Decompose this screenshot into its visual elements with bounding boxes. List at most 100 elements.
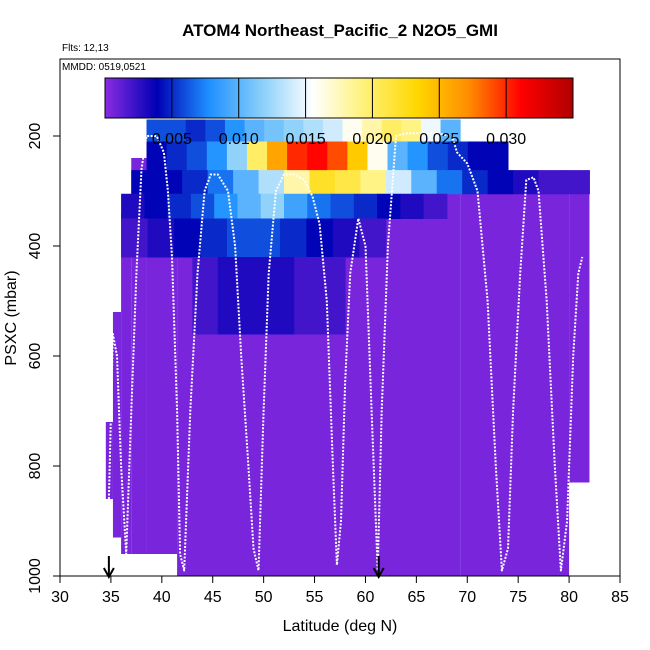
heatmap-cell [487,141,509,171]
heatmap-cell [385,170,412,195]
heatmap-cell [401,119,422,142]
flight-track-layer [107,132,584,572]
heatmap-cell [400,193,425,219]
heatmap-cell [246,141,268,171]
heatmap-cell [186,141,208,171]
y-tick-label: 200 [27,123,44,150]
heatmap-cell [334,170,361,195]
coverage-column [508,171,570,576]
mmdd-label: MMDD: 0519,0521 [62,62,146,73]
colorbar-rect [104,77,574,119]
x-axis: 30 35 40 45 50 55 60 65 70 75 80 85 [51,575,629,606]
heatmap-cell [367,141,389,171]
heatmap-cell [447,141,469,171]
heatmap-cell [564,170,590,195]
x-tick-label: 80 [560,589,578,606]
colorbar-tick-label: 0.010 [219,131,259,148]
heatmap-cell [423,193,448,219]
colorbar: 0.005 0.010 0.015 0.020 0.025 0.030 [104,77,574,148]
heatmap-cell [487,170,514,195]
heatmap-cell [268,257,295,335]
heatmap-cell [224,119,246,142]
coverage-column [460,141,508,576]
heatmap-cell [427,141,449,171]
heatmap-cell [121,218,149,258]
heatmap-cell [253,218,281,258]
heatmap-cell [440,119,461,142]
heatmap-cell [436,170,463,195]
heatmap-cell [411,170,438,195]
heatmap-cell [319,257,346,335]
heatmap-cell [185,119,206,142]
heatmap-cell [303,119,324,142]
y-axis-label: PSXC (mbar) [3,270,20,365]
y-tick-label: 1000 [27,558,44,594]
chart-title: ATOM4 Northeast_Pacific_2 N2O5_GMI [182,21,498,40]
heatmap-cell [217,257,244,335]
heatmap-cell [359,218,387,258]
y-tick-label: 800 [27,453,44,480]
heatmap-cell [166,141,188,171]
heatmap-cell [330,193,355,219]
colorbar-tick-label: 0.015 [286,131,326,148]
heatmap-cell [206,141,228,171]
x-tick-label: 85 [611,589,629,606]
coverage-column [121,213,132,554]
heatmap-cell [284,193,308,219]
colorbar-tick-label: 0.030 [486,131,526,148]
x-tick-label: 30 [51,589,69,606]
heatmap-cell [156,170,183,195]
x-tick-label: 55 [306,589,324,606]
heatmap-cell [294,257,321,335]
x-tick-label: 50 [255,589,273,606]
heatmap-cell [420,119,442,142]
heatmap-cell [237,193,262,219]
heatmap-cell [200,218,228,258]
coverage-layer [105,119,590,576]
x-tick-label: 35 [102,589,120,606]
y-axis: 200 400 600 800 1000 [27,59,61,594]
heatmap-cell [121,193,145,219]
x-tick-label: 60 [357,589,375,606]
x-axis-label: Latitude (deg N) [283,618,398,635]
heatmap-cell [307,141,328,171]
x-tick-label: 70 [458,589,476,606]
heatmap-cell [226,218,254,258]
heatmap-cell [279,218,307,258]
heatmap-cell [283,119,304,142]
heatmap-cell [205,119,226,142]
coverage-column [569,171,590,483]
heatmap-cell [166,119,187,142]
x-tick-label: 45 [204,589,222,606]
heatmap-cell [264,119,285,142]
heatmap-cell [182,170,209,195]
heatmap-cell [260,193,285,219]
flights-label: Flts: 12,13 [62,43,109,54]
heatmap-cell [244,119,265,142]
coverage-column [112,312,122,538]
heatmap-cell [287,141,308,171]
heatmap-cell [267,141,288,171]
heatmap-cell [144,193,169,219]
x-tick-label: 65 [407,589,425,606]
x-tick-label: 75 [509,589,527,606]
arrow-head [102,567,115,580]
arrow-markers [102,556,385,580]
arrow-head [372,567,385,580]
heatmap-cell [322,119,344,142]
heatmap-cell [538,170,565,195]
heatmap-cell [467,141,489,171]
heatmap-cell [360,170,387,195]
y-tick-label: 600 [27,343,44,370]
flight-track-line [107,132,584,572]
heatmap-cell [214,193,238,219]
heatmap-layer [121,119,590,335]
heatmap-cell [377,193,401,219]
colorbar-tick-label: 0.020 [352,131,392,148]
heatmap-cell [226,141,248,171]
heatmap-cell [387,141,409,171]
heatmap-cell [307,193,332,219]
heatmap-cell [146,141,168,171]
heatmap-cell [233,170,260,195]
